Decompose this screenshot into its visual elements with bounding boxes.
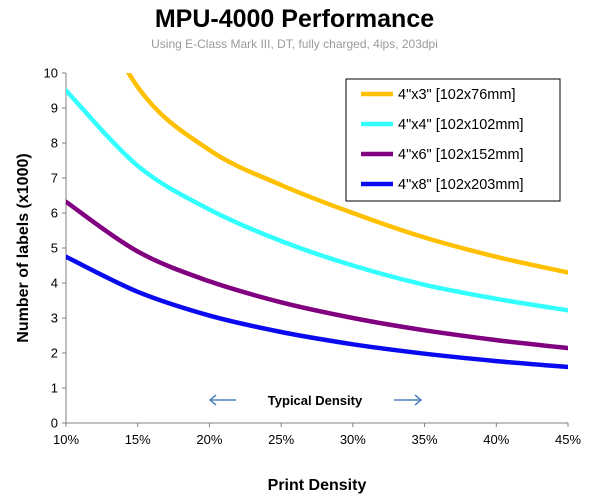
x-tick-label: 25% (268, 432, 294, 447)
x-tick-label: 10% (53, 432, 79, 447)
left-arrowhead-icon (208, 394, 217, 406)
legend-label-3: 4"x6" [102x152mm] (398, 147, 524, 163)
y-tick-label: 9 (51, 101, 58, 116)
annotation-label: Typical Density (268, 393, 363, 408)
x-tick-label: 40% (483, 432, 509, 447)
axes: 0 1 2 3 4 5 6 7 8 9 10 10% 15% 20% 25% 30% 35% 40% 45% (44, 66, 582, 448)
chart-title: MPU-4000 Performance (154, 5, 435, 33)
right-arrowhead-icon (414, 394, 423, 406)
y-tick-label: 6 (51, 206, 58, 221)
series-line-3 (66, 199, 568, 351)
legend-label-4: 4"x8" [102x203mm] (398, 177, 524, 193)
series-line-1 (125, 73, 568, 275)
y-tick-label: 4 (51, 276, 58, 291)
x-axis-label: Print Density (268, 477, 367, 494)
y-tick-label: 10 (44, 66, 58, 81)
series-layer (66, 73, 568, 370)
y-tick-label: 1 (51, 381, 58, 396)
chart-subtitle: Using E-Class Mark III, DT, fully charge… (151, 37, 438, 51)
legend-label-2: 4"x4" [102x102mm] (398, 117, 524, 133)
y-tick-label: 0 (51, 416, 58, 431)
x-tick-label: 35% (412, 432, 438, 447)
x-tick-label: 45% (555, 432, 581, 447)
x-tick-label: 30% (340, 432, 366, 447)
x-tick-label: 15% (125, 432, 151, 447)
legend: 4"x3" [102x76mm] 4"x4" [102x102mm] 4"x6" [… (345, 78, 561, 202)
y-tick-label: 5 (51, 241, 58, 256)
series-line-2 (66, 88, 568, 313)
x-tick-label: 20% (196, 432, 222, 447)
typical-density-annotation: Typical Density (208, 393, 423, 408)
y-tick-label: 2 (51, 346, 58, 361)
y-tick-label: 3 (51, 311, 58, 326)
legend-label-1: 4"x3" [102x76mm] (398, 87, 516, 103)
series-line-4 (66, 254, 568, 370)
y-axis-label: Number of labels (x1000) (15, 153, 32, 342)
y-tick-label: 7 (51, 171, 58, 186)
legend-box (345, 78, 561, 202)
y-tick-label: 8 (51, 136, 58, 151)
